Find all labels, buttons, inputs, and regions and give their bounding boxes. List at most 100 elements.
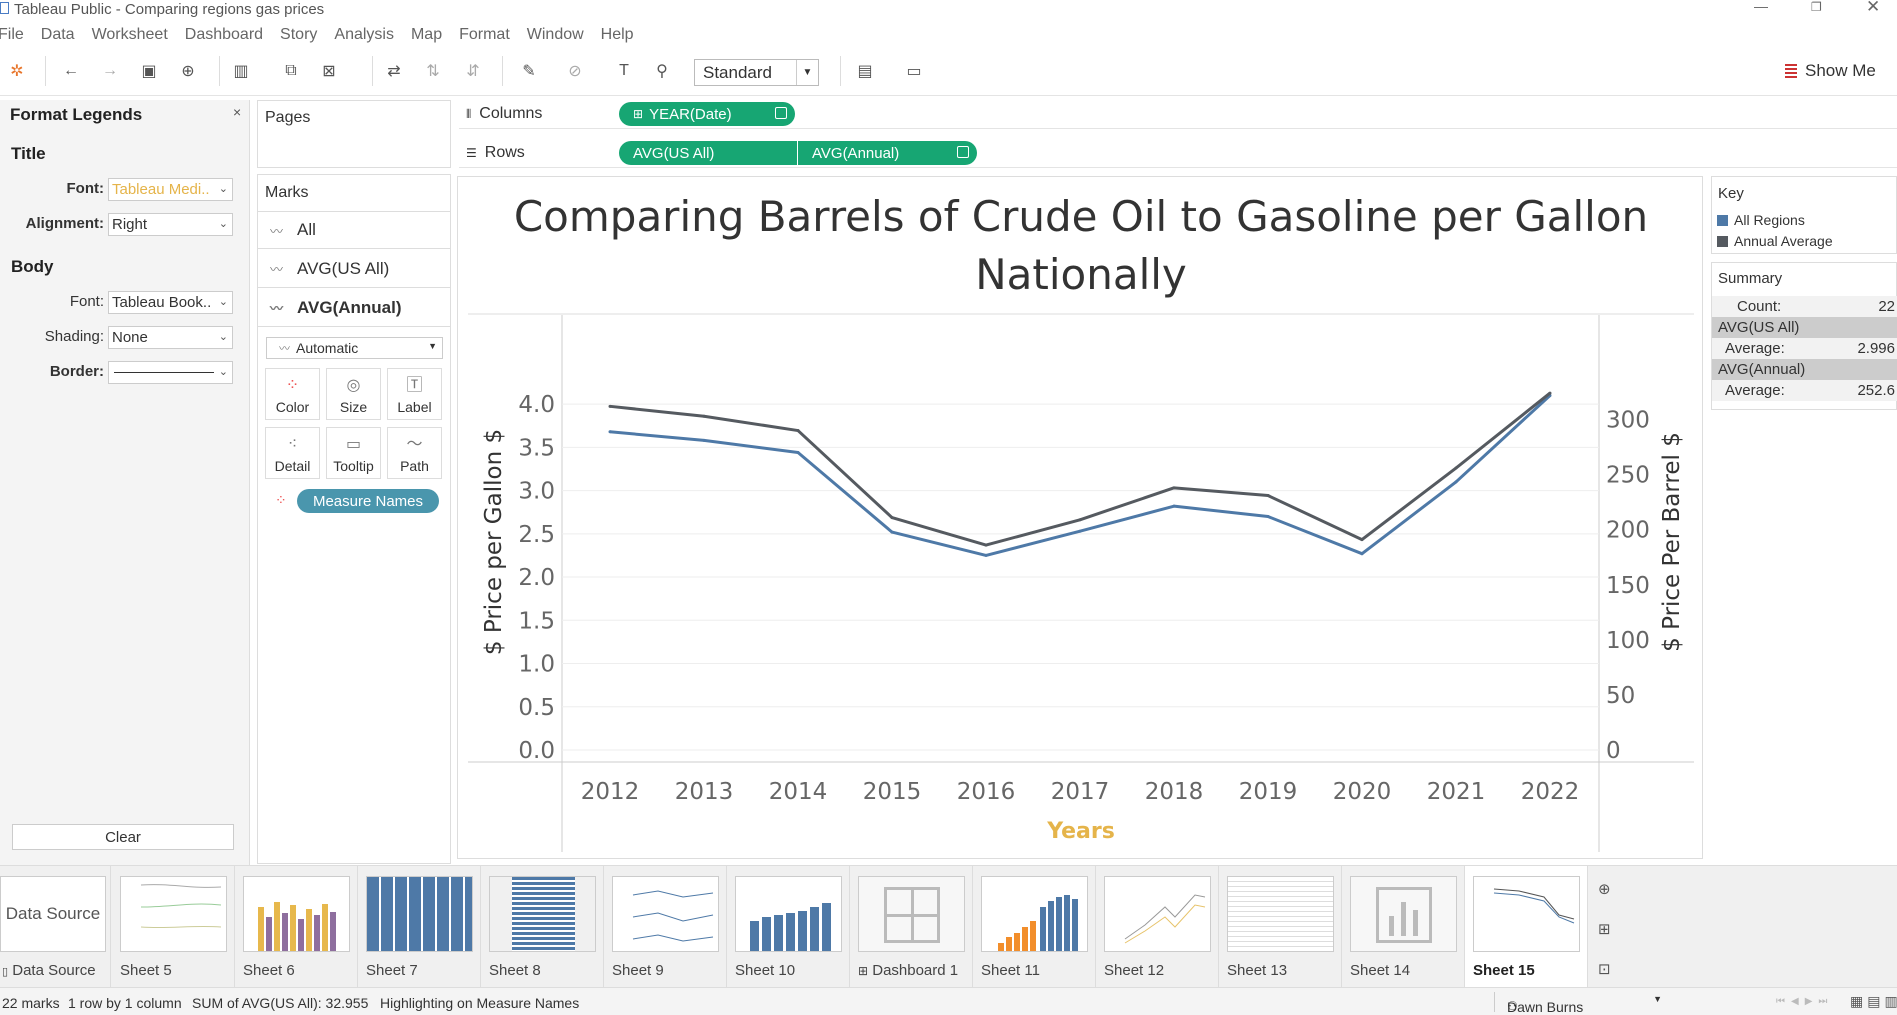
tab-sheet-15[interactable]: Sheet 15: [1465, 866, 1588, 988]
chart-title-line-1: Comparing Barrels of Crude Oil to Gasoli…: [514, 192, 1648, 241]
new-data-source-icon[interactable]: ⊕: [181, 63, 195, 80]
title-font-label: Font:: [66, 180, 104, 197]
avg-us-all-pill[interactable]: AVG(US All): [619, 141, 797, 165]
new-story-tab-icon[interactable]: ⊡: [1598, 961, 1611, 978]
tab-label-text: Data Source: [12, 962, 96, 979]
undo-icon[interactable]: ←: [63, 62, 79, 79]
redo-icon[interactable]: →: [102, 62, 118, 79]
tab-sheet-13[interactable]: Sheet 13: [1219, 866, 1342, 988]
tab-sheet-6[interactable]: Sheet 6: [235, 866, 358, 988]
toolbar-divider: [840, 56, 841, 86]
menu-format[interactable]: Format: [459, 26, 510, 43]
show-labels-icon[interactable]: T: [619, 62, 629, 79]
new-worksheet-tab-icon[interactable]: ⊕: [1598, 881, 1611, 898]
clear-button[interactable]: Clear: [12, 824, 234, 850]
body-font-label: Font:: [69, 293, 104, 310]
dashboard-tab-icon: ⊞: [858, 964, 869, 978]
sort-ascending-icon[interactable]: ⇅: [426, 63, 440, 80]
marks-row-all[interactable]: 〰 All: [258, 211, 450, 249]
restore-icon[interactable]: ❐: [1811, 0, 1822, 14]
year-date-pill[interactable]: ⊞ YEAR(Date): [619, 102, 795, 126]
presentation-mode-icon[interactable]: ▭: [906, 63, 922, 80]
avg-annual-pill[interactable]: AVG(Annual): [798, 141, 977, 165]
swap-rows-columns-icon[interactable]: ⇄: [387, 63, 401, 80]
data-point: [1360, 552, 1364, 556]
pages-shelf[interactable]: Pages: [257, 100, 451, 168]
close-window-icon[interactable]: ✕: [1866, 0, 1881, 16]
tooltip-button[interactable]: ▭ Tooltip: [326, 427, 381, 479]
fix-axes-icon[interactable]: ⚲: [656, 63, 668, 80]
mark-type-dropdown[interactable]: 〰 Automatic ▼: [266, 337, 443, 359]
save-icon[interactable]: ▣: [141, 63, 157, 80]
sort-descending-icon[interactable]: ⇵: [466, 63, 480, 80]
average-label: Average:: [1725, 340, 1785, 357]
legend-item-all-regions[interactable]: All Regions: [1717, 212, 1805, 228]
fit-dropdown[interactable]: Standard ▼: [694, 59, 819, 86]
x-tick-label: 2014: [769, 779, 828, 805]
menu-map[interactable]: Map: [410, 26, 443, 43]
x-tick-label: 2013: [675, 779, 734, 805]
expand-icon: ⊞: [633, 107, 644, 121]
detail-button[interactable]: ⁖ Detail: [265, 427, 320, 479]
toolbar-divider: [502, 56, 503, 86]
menu-window[interactable]: Window: [526, 26, 584, 43]
tab-sheet-5[interactable]: Sheet 5: [112, 866, 235, 988]
tab-sheet-10[interactable]: Sheet 10: [727, 866, 850, 988]
rows-shelf[interactable]: ☰ Rows AVG(US All) AVG(Annual): [459, 138, 1897, 168]
menu-help[interactable]: Help: [600, 26, 634, 43]
columns-shelf[interactable]: ⦀ Columns ⊞ YEAR(Date): [459, 99, 1897, 129]
legend-item-annual-average[interactable]: Annual Average: [1717, 233, 1833, 249]
marks-title: Marks: [265, 184, 309, 201]
tab-sheet-12[interactable]: Sheet 12: [1096, 866, 1219, 988]
tab-sheet-7[interactable]: Sheet 7: [358, 866, 481, 988]
duplicate-sheet-icon[interactable]: ⧉: [285, 62, 297, 79]
marks-row-annual[interactable]: 〰 AVG(Annual): [258, 289, 450, 327]
tab-dashboard-1[interactable]: ⊞ Dashboard 1: [850, 866, 973, 988]
menu-story[interactable]: Story: [280, 26, 318, 43]
color-button[interactable]: ⁘ Color: [265, 368, 320, 420]
label-button[interactable]: 🅃 Label: [387, 368, 442, 420]
new-dashboard-tab-icon[interactable]: ⊞: [1598, 921, 1611, 938]
border-select[interactable]: ⌄: [108, 361, 233, 384]
x-tick-label: 2017: [1051, 779, 1110, 805]
format-legends-title: Format Legends: [10, 105, 143, 124]
sheet-navigation-arrows[interactable]: ⏮◀▶⏭: [1776, 996, 1834, 1007]
measure-names-pill[interactable]: Measure Names: [297, 489, 439, 513]
tab-sheet-9[interactable]: Sheet 9: [604, 866, 727, 988]
highlight-icon[interactable]: ✎: [522, 63, 536, 80]
path-button[interactable]: 〜 Path: [387, 427, 442, 479]
line-mark-icon: 〰: [270, 223, 284, 239]
filter-icon: [957, 146, 969, 158]
body-font-select[interactable]: Tableau Book.. ⌄: [108, 291, 233, 314]
clear-sheet-icon[interactable]: ⊠: [322, 63, 336, 80]
menu-worksheet[interactable]: Worksheet: [91, 26, 168, 43]
close-panel-icon[interactable]: ×: [233, 104, 242, 120]
view-mode-icons[interactable]: ▦▤▥: [1850, 993, 1897, 1009]
group-icon[interactable]: ⊘: [568, 63, 582, 80]
tab-sheet-14[interactable]: Sheet 14: [1342, 866, 1465, 988]
key-title: Key: [1718, 185, 1744, 202]
sheet-thumbnail: [1473, 876, 1580, 952]
minimize-icon[interactable]: —: [1754, 0, 1768, 14]
menu-file[interactable]: File: [0, 26, 24, 43]
summary-count-row: Count: 22: [1712, 296, 1897, 317]
menu-analysis[interactable]: Analysis: [334, 26, 394, 43]
menu-data[interactable]: Data: [40, 26, 75, 43]
user-menu[interactable]: ⚇ Dawn Burns ▼: [1494, 992, 1666, 1015]
show-me-button[interactable]: Show Me: [1785, 61, 1876, 81]
size-button[interactable]: ◎ Size: [326, 368, 381, 420]
tab-sheet-8[interactable]: Sheet 8: [481, 866, 604, 988]
menu-dashboard[interactable]: Dashboard: [184, 26, 264, 43]
rows-label-text: Rows: [484, 144, 525, 161]
shading-select[interactable]: None ⌄: [108, 326, 233, 349]
x-tick-label: 2015: [863, 779, 922, 805]
show-cards-icon[interactable]: ▤: [857, 63, 873, 80]
tab-data-source[interactable]: Data Source ▯ Data Source: [0, 866, 111, 988]
title-font-select[interactable]: Tableau Medi.. ⌄: [108, 178, 233, 201]
marks-row-us-all[interactable]: 〰 AVG(US All): [258, 250, 450, 288]
new-worksheet-icon[interactable]: ▥: [233, 63, 249, 80]
series-line-annual-average: [609, 391, 1551, 547]
tableau-logo-icon[interactable]: ✲: [10, 63, 24, 80]
title-alignment-select[interactable]: Right ⌄: [108, 213, 233, 236]
tab-sheet-11[interactable]: Sheet 11: [973, 866, 1096, 988]
